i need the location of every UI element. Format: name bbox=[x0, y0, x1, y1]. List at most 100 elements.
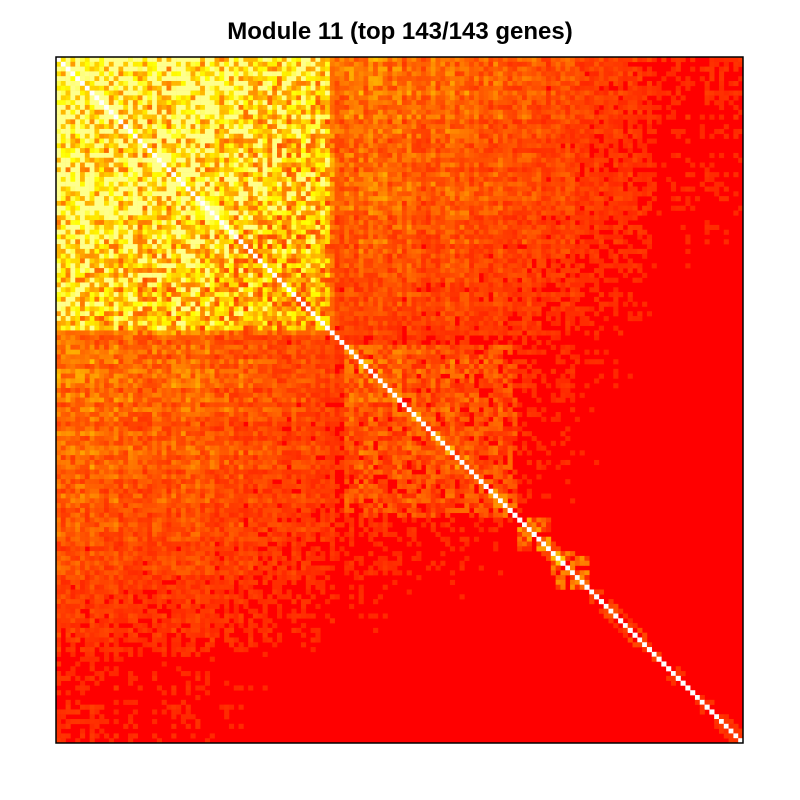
heatmap-cell bbox=[556, 225, 561, 230]
heatmap-cell bbox=[75, 115, 80, 120]
heatmap-cell bbox=[263, 100, 268, 105]
heatmap-cell bbox=[460, 81, 465, 86]
heatmap-cell bbox=[541, 100, 546, 105]
heatmap-cell bbox=[637, 100, 642, 105]
heatmap-cell bbox=[315, 71, 320, 76]
heatmap-cell bbox=[508, 105, 513, 110]
heatmap-cell bbox=[224, 134, 229, 139]
heatmap-cell bbox=[114, 163, 119, 168]
heatmap-cell bbox=[94, 249, 99, 254]
heatmap-cell bbox=[306, 57, 311, 62]
heatmap-cell bbox=[330, 182, 335, 187]
heatmap-cell bbox=[267, 124, 272, 129]
heatmap-cell bbox=[200, 91, 205, 96]
heatmap-cell bbox=[527, 244, 532, 249]
heatmap-cell bbox=[90, 167, 95, 172]
heatmap-cell bbox=[258, 81, 263, 86]
heatmap-cell bbox=[263, 119, 268, 124]
heatmap-cell bbox=[613, 124, 618, 129]
heatmap-cell bbox=[575, 153, 580, 158]
heatmap-cell bbox=[445, 201, 450, 206]
heatmap-cell bbox=[479, 115, 484, 120]
heatmap-cell bbox=[339, 187, 344, 192]
heatmap-cell bbox=[498, 139, 503, 144]
heatmap-cell bbox=[354, 187, 359, 192]
heatmap-cell bbox=[416, 81, 421, 86]
heatmap-cell bbox=[363, 167, 368, 172]
heatmap-cell bbox=[349, 86, 354, 91]
heatmap-cell bbox=[383, 143, 388, 148]
heatmap-cell bbox=[594, 230, 599, 235]
heatmap-cell bbox=[373, 172, 378, 177]
heatmap-cell bbox=[315, 244, 320, 249]
heatmap-cell bbox=[546, 215, 551, 220]
heatmap-cell bbox=[719, 67, 724, 72]
heatmap-cell bbox=[426, 67, 431, 72]
heatmap-cell bbox=[272, 167, 277, 172]
heatmap-cell bbox=[344, 220, 349, 225]
heatmap-cell bbox=[493, 172, 498, 177]
heatmap-cell bbox=[508, 62, 513, 67]
heatmap-cell bbox=[474, 225, 479, 230]
heatmap-cell bbox=[383, 62, 388, 67]
heatmap-cell bbox=[527, 81, 532, 86]
heatmap-cell bbox=[263, 95, 268, 100]
heatmap-cell bbox=[570, 134, 575, 139]
heatmap-cell bbox=[253, 62, 258, 67]
heatmap-cell bbox=[402, 187, 407, 192]
heatmap-cell bbox=[330, 220, 335, 225]
heatmap-cell bbox=[436, 211, 441, 216]
heatmap-cell bbox=[75, 119, 80, 124]
heatmap-cell bbox=[296, 115, 301, 120]
heatmap-cell bbox=[315, 201, 320, 206]
heatmap-cell bbox=[114, 215, 119, 220]
heatmap-cell bbox=[532, 129, 537, 134]
heatmap-cell bbox=[142, 167, 147, 172]
heatmap-cell bbox=[253, 57, 258, 62]
heatmap-cell bbox=[311, 95, 316, 100]
heatmap-cell bbox=[479, 220, 484, 225]
heatmap-cell bbox=[267, 139, 272, 144]
heatmap-cell bbox=[267, 62, 272, 67]
heatmap-cell bbox=[181, 62, 186, 67]
heatmap-cell bbox=[503, 177, 508, 182]
heatmap-cell bbox=[311, 91, 316, 96]
heatmap-cell bbox=[551, 81, 556, 86]
heatmap-cell bbox=[200, 225, 205, 230]
heatmap-cell bbox=[258, 76, 263, 81]
heatmap-cell bbox=[315, 57, 320, 62]
heatmap-cell bbox=[431, 86, 436, 91]
heatmap-cell bbox=[676, 153, 681, 158]
heatmap-cell bbox=[118, 187, 123, 192]
heatmap-cell bbox=[138, 81, 143, 86]
heatmap-cell bbox=[205, 225, 210, 230]
heatmap-cell bbox=[412, 239, 417, 244]
heatmap-cell bbox=[383, 230, 388, 235]
heatmap-cell bbox=[162, 235, 167, 240]
heatmap-cell bbox=[306, 86, 311, 91]
heatmap-cell bbox=[349, 182, 354, 187]
heatmap-cell bbox=[138, 62, 143, 67]
heatmap-cell bbox=[335, 239, 340, 244]
heatmap-cell bbox=[277, 100, 282, 105]
heatmap-cell bbox=[325, 139, 330, 144]
heatmap-cell bbox=[397, 211, 402, 216]
heatmap-cell bbox=[599, 67, 604, 72]
heatmap-cell bbox=[315, 167, 320, 172]
heatmap-cell bbox=[142, 172, 147, 177]
heatmap-cell bbox=[647, 172, 652, 177]
heatmap-cell bbox=[608, 182, 613, 187]
heatmap-cell bbox=[368, 139, 373, 144]
heatmap-cell bbox=[522, 76, 527, 81]
heatmap-diagonal-cell bbox=[210, 211, 215, 216]
heatmap-cell bbox=[407, 196, 412, 201]
heatmap-cell bbox=[171, 187, 176, 192]
heatmap-cell bbox=[522, 124, 527, 129]
heatmap-cell bbox=[258, 143, 263, 148]
heatmap-cell bbox=[363, 81, 368, 86]
heatmap-diagonal-cell bbox=[90, 91, 95, 96]
heatmap-cell bbox=[335, 230, 340, 235]
heatmap-cell bbox=[599, 81, 604, 86]
heatmap-cell bbox=[263, 57, 268, 62]
heatmap-cell bbox=[733, 62, 738, 67]
